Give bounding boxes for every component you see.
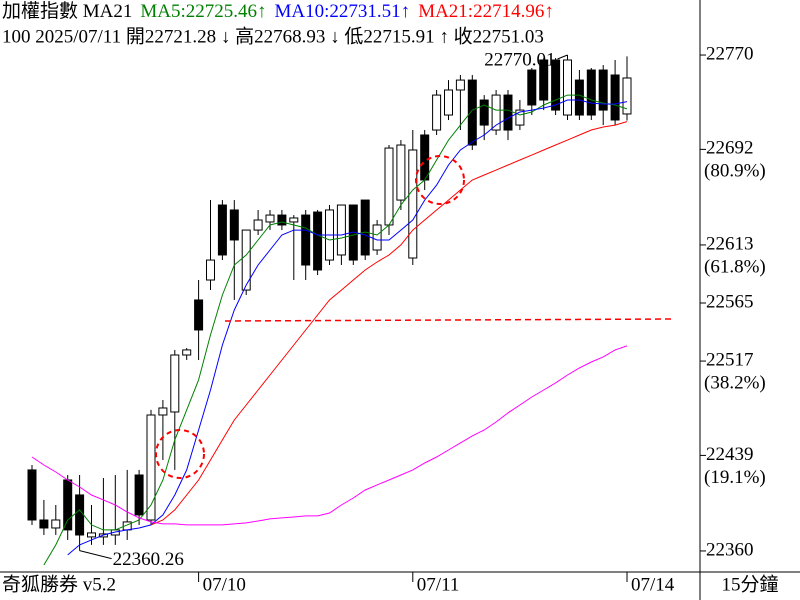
y-tick-label: 22565 [706,291,754,312]
plot-area: 22770.01 22360.26 [27,49,632,570]
ma-line [31,345,628,526]
candle-body [491,94,501,131]
candle-body [63,479,73,531]
highlight-circle [155,429,205,479]
candle-body [384,147,394,226]
candle-body [75,494,85,536]
drawn-level-line [224,318,676,322]
candle-body [515,109,525,126]
candle-body [289,217,299,223]
candle-body [444,89,453,116]
candle-body [277,214,287,226]
y-tick-label: 22692 [706,138,754,159]
candle-body [372,224,382,251]
candle-body [539,59,549,101]
min-leader [79,550,112,560]
candle-body [408,149,418,259]
candle-body [467,79,477,146]
x-tick-label: 07/14 [631,574,675,595]
legend: 加權指數 MA21 MA5:22725.46↑ MA10:22731.51↑ MA21… [2,0,554,22]
legend-entry: MA10:22731.51↑ [275,1,411,22]
candle-body [360,199,370,256]
candle-body [27,469,37,521]
candle-body [182,349,192,356]
candle-body [229,209,239,241]
candle-body [527,69,537,106]
candle-body [622,77,632,115]
max-label: 22770.01 [484,49,555,70]
candle-body [170,354,180,413]
fib-label: (19.1%) [704,467,766,488]
y-tick-label: 22517 [706,349,754,370]
candle-body [206,259,215,281]
x-tick-label: 07/11 [417,574,460,595]
x-tick-label: 07/10 [203,574,246,595]
candle-body [158,407,168,416]
legend-entry: MA21:22714.96↑ [418,1,554,22]
candle-body [563,59,572,116]
candle-body [253,219,263,231]
fib-label: (38.2%) [704,372,766,393]
candle-body [503,94,513,131]
candle-body [39,519,49,529]
period: 15分鐘 [721,573,778,595]
axes: 22770 22692 22613 22565 22517 22439 22360 (80.9… [198,43,766,595]
y-tick-label: 22439 [706,444,754,465]
candle-body [420,134,430,181]
candle-body [396,144,406,201]
candle-body [479,99,489,126]
y-tick-label: 22770 [706,43,754,64]
fib-label: (80.9%) [704,161,766,182]
candle-body [598,69,608,111]
candle-body [336,204,346,256]
candle-body [610,74,620,121]
fib-label: (61.8%) [704,256,766,277]
candle-body [134,474,144,516]
candle-body [217,204,227,256]
candle-body [301,214,311,266]
legend-entry: MA5:22725.46↑ [140,1,266,22]
candle-body [241,229,251,291]
ma-line [67,99,628,556]
candle-body [265,214,275,223]
min-label: 22360.26 [113,549,184,570]
candle-body [574,79,584,116]
candle-body [194,299,204,331]
highlight-circle [415,155,465,205]
y-tick-label: 22613 [706,233,754,254]
candle-body [313,211,323,271]
ma-line [43,94,628,566]
y-tick-label: 22360 [706,539,754,560]
candle-body [51,519,61,529]
candle-body [432,94,442,131]
candle-body [551,59,561,111]
candle-body [455,79,465,91]
info-line: 100 2025/07/11 開22721.28 ↓ 高22768.93 ↓ 低… [2,25,544,47]
ma-line [150,121,628,526]
candle-body [87,532,96,538]
brand: 奇狐勝券 v5.2 [2,573,116,595]
candle-body [586,69,596,116]
max-leader [557,54,568,60]
candle-body [146,414,156,521]
chart-title: 加權指數 MA21 [2,0,132,22]
